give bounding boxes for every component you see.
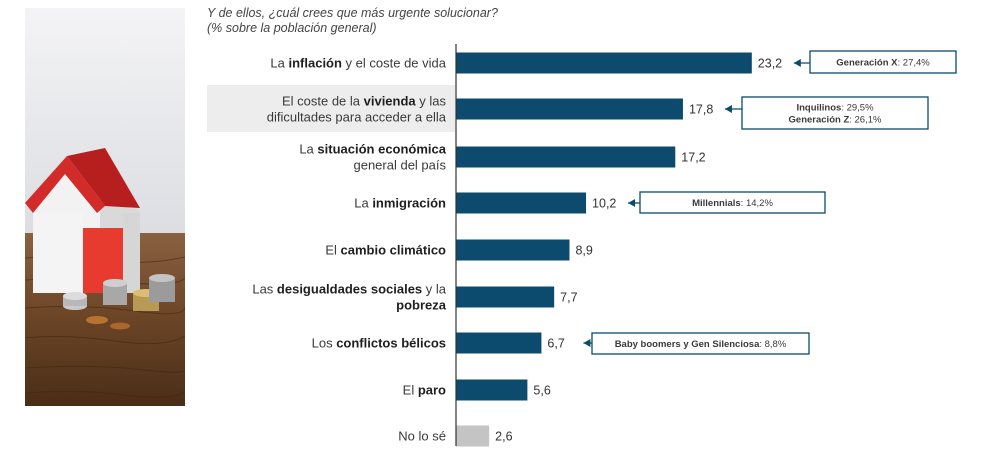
label-segment: general del país [353, 158, 446, 173]
bar-7 [456, 379, 528, 401]
label-segment: paro [418, 383, 446, 398]
category-label-2-line-1: general del país [353, 158, 446, 173]
category-label-1-line-1: dificultades para acceder a ella [267, 110, 447, 125]
bar-5 [456, 286, 555, 308]
category-label-8: No lo sé [398, 429, 446, 444]
category-label-5-line-0: Las desigualdades sociales y la [252, 282, 446, 297]
label-segment: conflictos bélicos [336, 336, 446, 351]
category-label-6: Los conflictos bélicos [312, 336, 446, 351]
value-label-3: 10,2 [592, 197, 616, 211]
callout-0: Generación X: 27,4% [793, 50, 957, 74]
callout-3: Baby boomers y Gen Silenciosa: 8,8% [583, 332, 810, 355]
label-segment: La [354, 196, 372, 211]
label-segment: : 26,1% [849, 115, 882, 126]
value-label-7: 5,6 [533, 384, 550, 398]
label-segment: : 29,5% [841, 103, 874, 114]
highlight-row-bg [207, 85, 455, 132]
label-segment: La [299, 142, 317, 157]
value-label-4: 8,9 [575, 244, 592, 258]
label-segment: : 14,2% [741, 198, 774, 209]
value-label-6: 6,7 [547, 337, 564, 351]
value-label-0: 23,2 [758, 57, 782, 71]
label-segment: dificultades para acceder a ella [267, 110, 447, 125]
label-segment: cambio climático [341, 243, 447, 258]
label-segment: Generación X [836, 58, 898, 69]
value-label-5: 7,7 [560, 291, 577, 305]
label-segment: vivienda [364, 94, 417, 109]
label-segment: Los [312, 336, 337, 351]
value-label-8: 2,6 [495, 430, 512, 444]
label-segment: y el coste de vida [342, 56, 447, 71]
label-segment: inmigración [372, 196, 446, 211]
bar-2 [456, 146, 676, 168]
label-segment: Baby boomers y Gen Silenciosa [615, 339, 760, 350]
bar-1 [456, 98, 683, 120]
label-segment: inflación [288, 56, 342, 71]
label-segment: Millennials [692, 198, 741, 209]
label-segment: : 8,8% [759, 339, 786, 350]
callout-text-2-0: Millennials: 14,2% [692, 198, 773, 209]
category-label-0: La inflación y el coste de vida [270, 56, 446, 71]
label-segment: El [325, 243, 340, 258]
category-label-1-line-0: El coste de la vivienda y las [282, 94, 447, 109]
label-segment: La [270, 56, 288, 71]
label-segment: No lo sé [398, 429, 446, 444]
label-segment: situación económica [317, 142, 446, 157]
house-coins-photo [25, 8, 185, 406]
label-segment: y la [422, 282, 447, 297]
label-segment: y las [416, 94, 447, 109]
value-label-2: 17,2 [681, 151, 705, 165]
category-label-7: El paro [403, 383, 446, 398]
question-line-1: Y de ellos, ¿cuál crees que más urgente … [207, 6, 498, 20]
label-segment: Las [252, 282, 277, 297]
value-label-1: 17,8 [689, 103, 713, 117]
category-label-3: La inmigración [354, 196, 446, 211]
label-segment: : 27,4% [898, 58, 931, 69]
category-label-5-line-1: pobreza [396, 298, 447, 313]
category-label-2-line-0: La situación económica [299, 142, 446, 157]
label-segment: El [403, 383, 418, 398]
bar-4 [456, 239, 570, 261]
callout-text-1-0: Inquilinos: 29,5% [796, 103, 874, 114]
callout-2: Millennials: 14,2% [628, 191, 826, 214]
bar-6 [456, 332, 542, 354]
callout-text-0-0: Generación X: 27,4% [836, 58, 930, 69]
question-line-2: (% sobre la población general) [207, 21, 377, 35]
bar-8 [456, 425, 490, 447]
label-segment: Generación Z [789, 115, 850, 126]
callout-text-1-1: Generación Z: 26,1% [789, 115, 882, 126]
callout-1: Inquilinos: 29,5%Generación Z: 26,1% [724, 96, 929, 130]
bar-3 [456, 192, 587, 214]
bar-0 [456, 52, 752, 74]
chart-question: Y de ellos, ¿cuál crees que más urgente … [207, 6, 498, 36]
label-segment: El coste de la [282, 94, 364, 109]
label-segment: desigualdades sociales [277, 282, 422, 297]
label-segment: Inquilinos [796, 103, 841, 114]
label-segment: pobreza [396, 298, 447, 313]
callout-text-3-0: Baby boomers y Gen Silenciosa: 8,8% [615, 339, 787, 350]
category-label-4: El cambio climático [325, 243, 446, 258]
